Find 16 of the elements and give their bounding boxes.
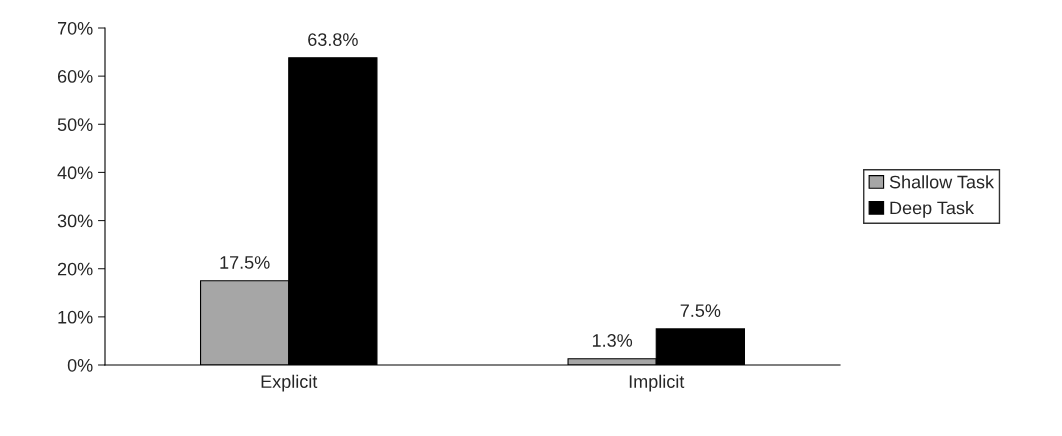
data-label: 17.5%: [220, 256, 270, 269]
x-tick-label: Explicit: [261, 374, 318, 392]
y-tick-label: 10%: [58, 310, 93, 324]
y-tick-label: 30%: [57, 214, 93, 228]
y-tick-label: 70%: [57, 21, 93, 35]
legend-label: Shallow Task: [889, 175, 995, 189]
x-tick-label: Implicit: [629, 374, 685, 392]
y-tick-label: 0%: [67, 358, 93, 372]
data-label: 1.3%: [592, 334, 633, 347]
data-label: 63.8%: [308, 33, 358, 46]
y-tick-label: 40%: [57, 166, 93, 180]
data-label: 7.5%: [680, 304, 721, 317]
y-tick-label: 60%: [57, 70, 93, 83]
y-tick-label: 50%: [57, 118, 93, 132]
legend-label: Deep Task: [890, 201, 975, 218]
y-tick-label: 20%: [57, 262, 93, 276]
